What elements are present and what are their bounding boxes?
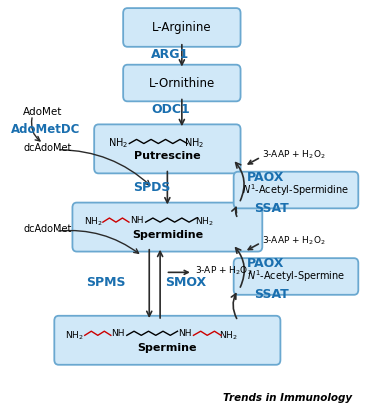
- FancyBboxPatch shape: [123, 8, 241, 47]
- Text: NH: NH: [111, 329, 125, 338]
- Text: PAOX: PAOX: [247, 257, 284, 270]
- Text: 3-AAP + H$_2$O$_2$: 3-AAP + H$_2$O$_2$: [262, 234, 325, 247]
- Text: PAOX: PAOX: [247, 171, 284, 184]
- Text: $\mathregular{NH_2}$: $\mathregular{NH_2}$: [195, 216, 214, 228]
- Text: SMOX: SMOX: [166, 276, 207, 289]
- Text: $\mathregular{NH_2}$: $\mathregular{NH_2}$: [184, 137, 205, 150]
- Text: SPMS: SPMS: [86, 276, 126, 289]
- Text: 3-AP + H$_2$O$_2$: 3-AP + H$_2$O$_2$: [195, 265, 252, 278]
- Text: ARG1: ARG1: [151, 48, 189, 61]
- Text: 3-AAP + H$_2$O$_2$: 3-AAP + H$_2$O$_2$: [262, 149, 325, 161]
- FancyBboxPatch shape: [234, 258, 358, 295]
- FancyBboxPatch shape: [94, 124, 241, 173]
- Text: SSAT: SSAT: [254, 289, 289, 301]
- Text: Trends in Immunology: Trends in Immunology: [223, 393, 352, 403]
- FancyBboxPatch shape: [54, 316, 280, 365]
- Text: $\mathregular{NH_2}$: $\mathregular{NH_2}$: [84, 216, 103, 228]
- Text: NH: NH: [130, 216, 143, 225]
- Text: NH: NH: [178, 329, 192, 338]
- Text: $\mathregular{NH_2}$: $\mathregular{NH_2}$: [219, 329, 238, 342]
- Text: Spermine: Spermine: [138, 343, 197, 353]
- FancyBboxPatch shape: [234, 172, 358, 208]
- Text: Spermidine: Spermidine: [132, 230, 203, 240]
- Text: L-Arginine: L-Arginine: [152, 21, 212, 34]
- Text: SPDS: SPDS: [133, 180, 170, 194]
- Text: AdoMet: AdoMet: [23, 107, 62, 117]
- FancyBboxPatch shape: [72, 203, 262, 252]
- Text: $\mathregular{NH_2}$: $\mathregular{NH_2}$: [108, 137, 128, 150]
- Text: dcAdoMet: dcAdoMet: [23, 142, 72, 153]
- Text: dcAdoMet: dcAdoMet: [23, 224, 72, 234]
- Text: Putrescine: Putrescine: [134, 151, 201, 161]
- Text: $\mathregular{NH_2}$: $\mathregular{NH_2}$: [65, 329, 84, 342]
- FancyBboxPatch shape: [123, 65, 241, 101]
- Text: L-Ornithine: L-Ornithine: [149, 76, 215, 90]
- Text: AdoMetDC: AdoMetDC: [11, 123, 80, 136]
- Text: SSAT: SSAT: [254, 202, 289, 215]
- Text: $N^1$-Acetyl-Spermine: $N^1$-Acetyl-Spermine: [247, 268, 345, 285]
- Text: $N^1$-Acetyl-Spermidine: $N^1$-Acetyl-Spermidine: [242, 182, 350, 198]
- Text: ODC1: ODC1: [151, 103, 190, 116]
